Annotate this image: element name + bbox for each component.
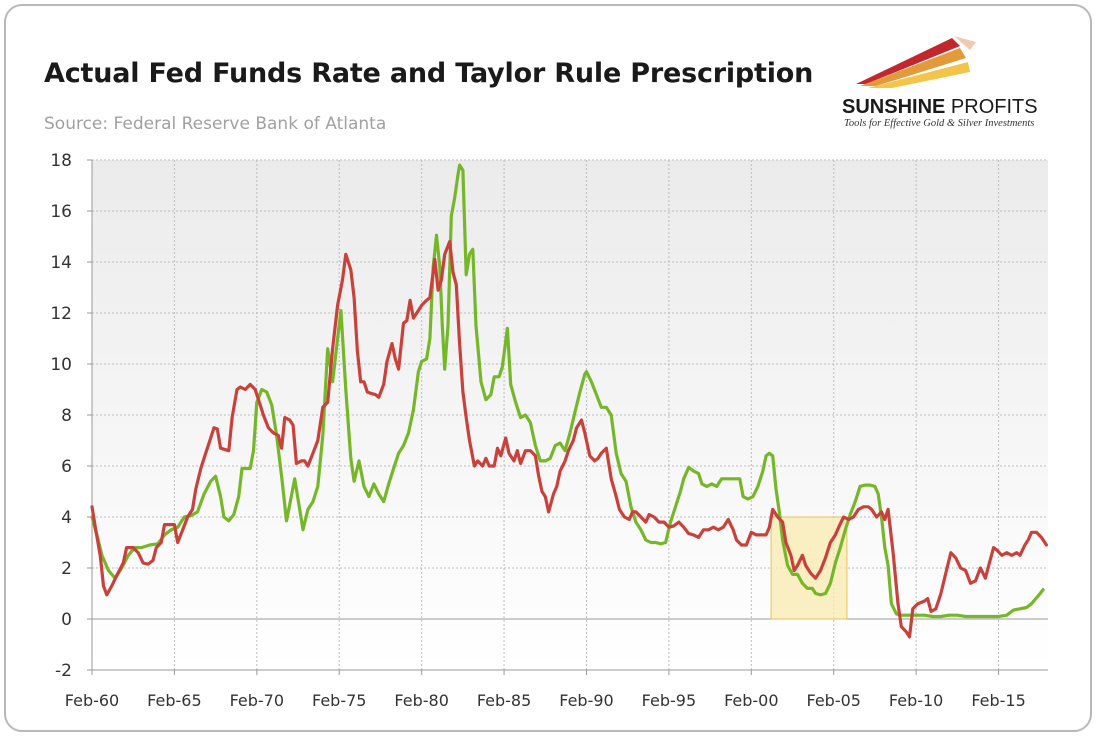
y-tick-label: 2 — [61, 559, 72, 579]
logo-name-light: PROFITS — [945, 96, 1038, 118]
chart-source: Source: Federal Reserve Bank of Atlanta — [44, 114, 387, 134]
x-tick-label: Feb-65 — [147, 691, 201, 710]
x-axis-ticks: Feb-60 Feb-65 Feb-70 Feb-75 Feb-80 Feb-85 Feb-… — [65, 670, 1026, 710]
y-tick-label: 0 — [61, 610, 72, 630]
logo-ray-yellow — [868, 62, 970, 88]
logo-ray-faint — [954, 36, 976, 50]
y-axis-ticks: -2 0 2 4 6 8 10 12 14 16 18 — [50, 151, 92, 681]
x-tick-label: Feb-70 — [230, 691, 284, 710]
logo-ray-red — [856, 38, 960, 84]
x-tick-label: Feb-75 — [312, 691, 366, 710]
x-tick-label: Feb-05 — [806, 691, 860, 710]
chart-title: Actual Fed Funds Rate and Taylor Rule Pr… — [44, 58, 814, 89]
x-tick-label: Feb-90 — [559, 691, 613, 710]
logo-name: SUNSHINE PROFITS — [842, 96, 1038, 119]
y-tick-label: 6 — [61, 457, 72, 477]
y-tick-label: 14 — [50, 253, 72, 273]
logo-name-bold: SUNSHINE — [842, 96, 946, 118]
y-tick-label: 10 — [50, 355, 72, 375]
y-tick-label: 18 — [50, 151, 72, 171]
logo-tagline: Tools for Effective Gold & Silver Invest… — [844, 118, 1035, 129]
x-tick-label: Feb-60 — [65, 691, 119, 710]
x-tick-label: Feb-15 — [971, 691, 1025, 710]
x-tick-label: Feb-85 — [477, 691, 531, 710]
y-tick-label: 16 — [50, 202, 72, 222]
x-tick-label: Feb-10 — [889, 691, 943, 710]
x-tick-label: Feb-80 — [394, 691, 448, 710]
sunshine-profits-logo: SUNSHINE PROFITS Tools for Effective Gol… — [842, 32, 1057, 132]
x-tick-label: Feb-95 — [642, 691, 696, 710]
logo-rays-icon — [856, 36, 976, 88]
y-tick-label: 8 — [61, 406, 72, 426]
logo-ray-orange — [860, 48, 966, 86]
y-tick-label: 4 — [61, 508, 72, 528]
y-tick-label: 12 — [50, 304, 72, 324]
x-tick-label: Feb-00 — [724, 691, 778, 710]
series-lines — [90, 163, 1048, 639]
series-line-2 — [90, 240, 1048, 639]
y-tick-label: -2 — [55, 661, 72, 681]
